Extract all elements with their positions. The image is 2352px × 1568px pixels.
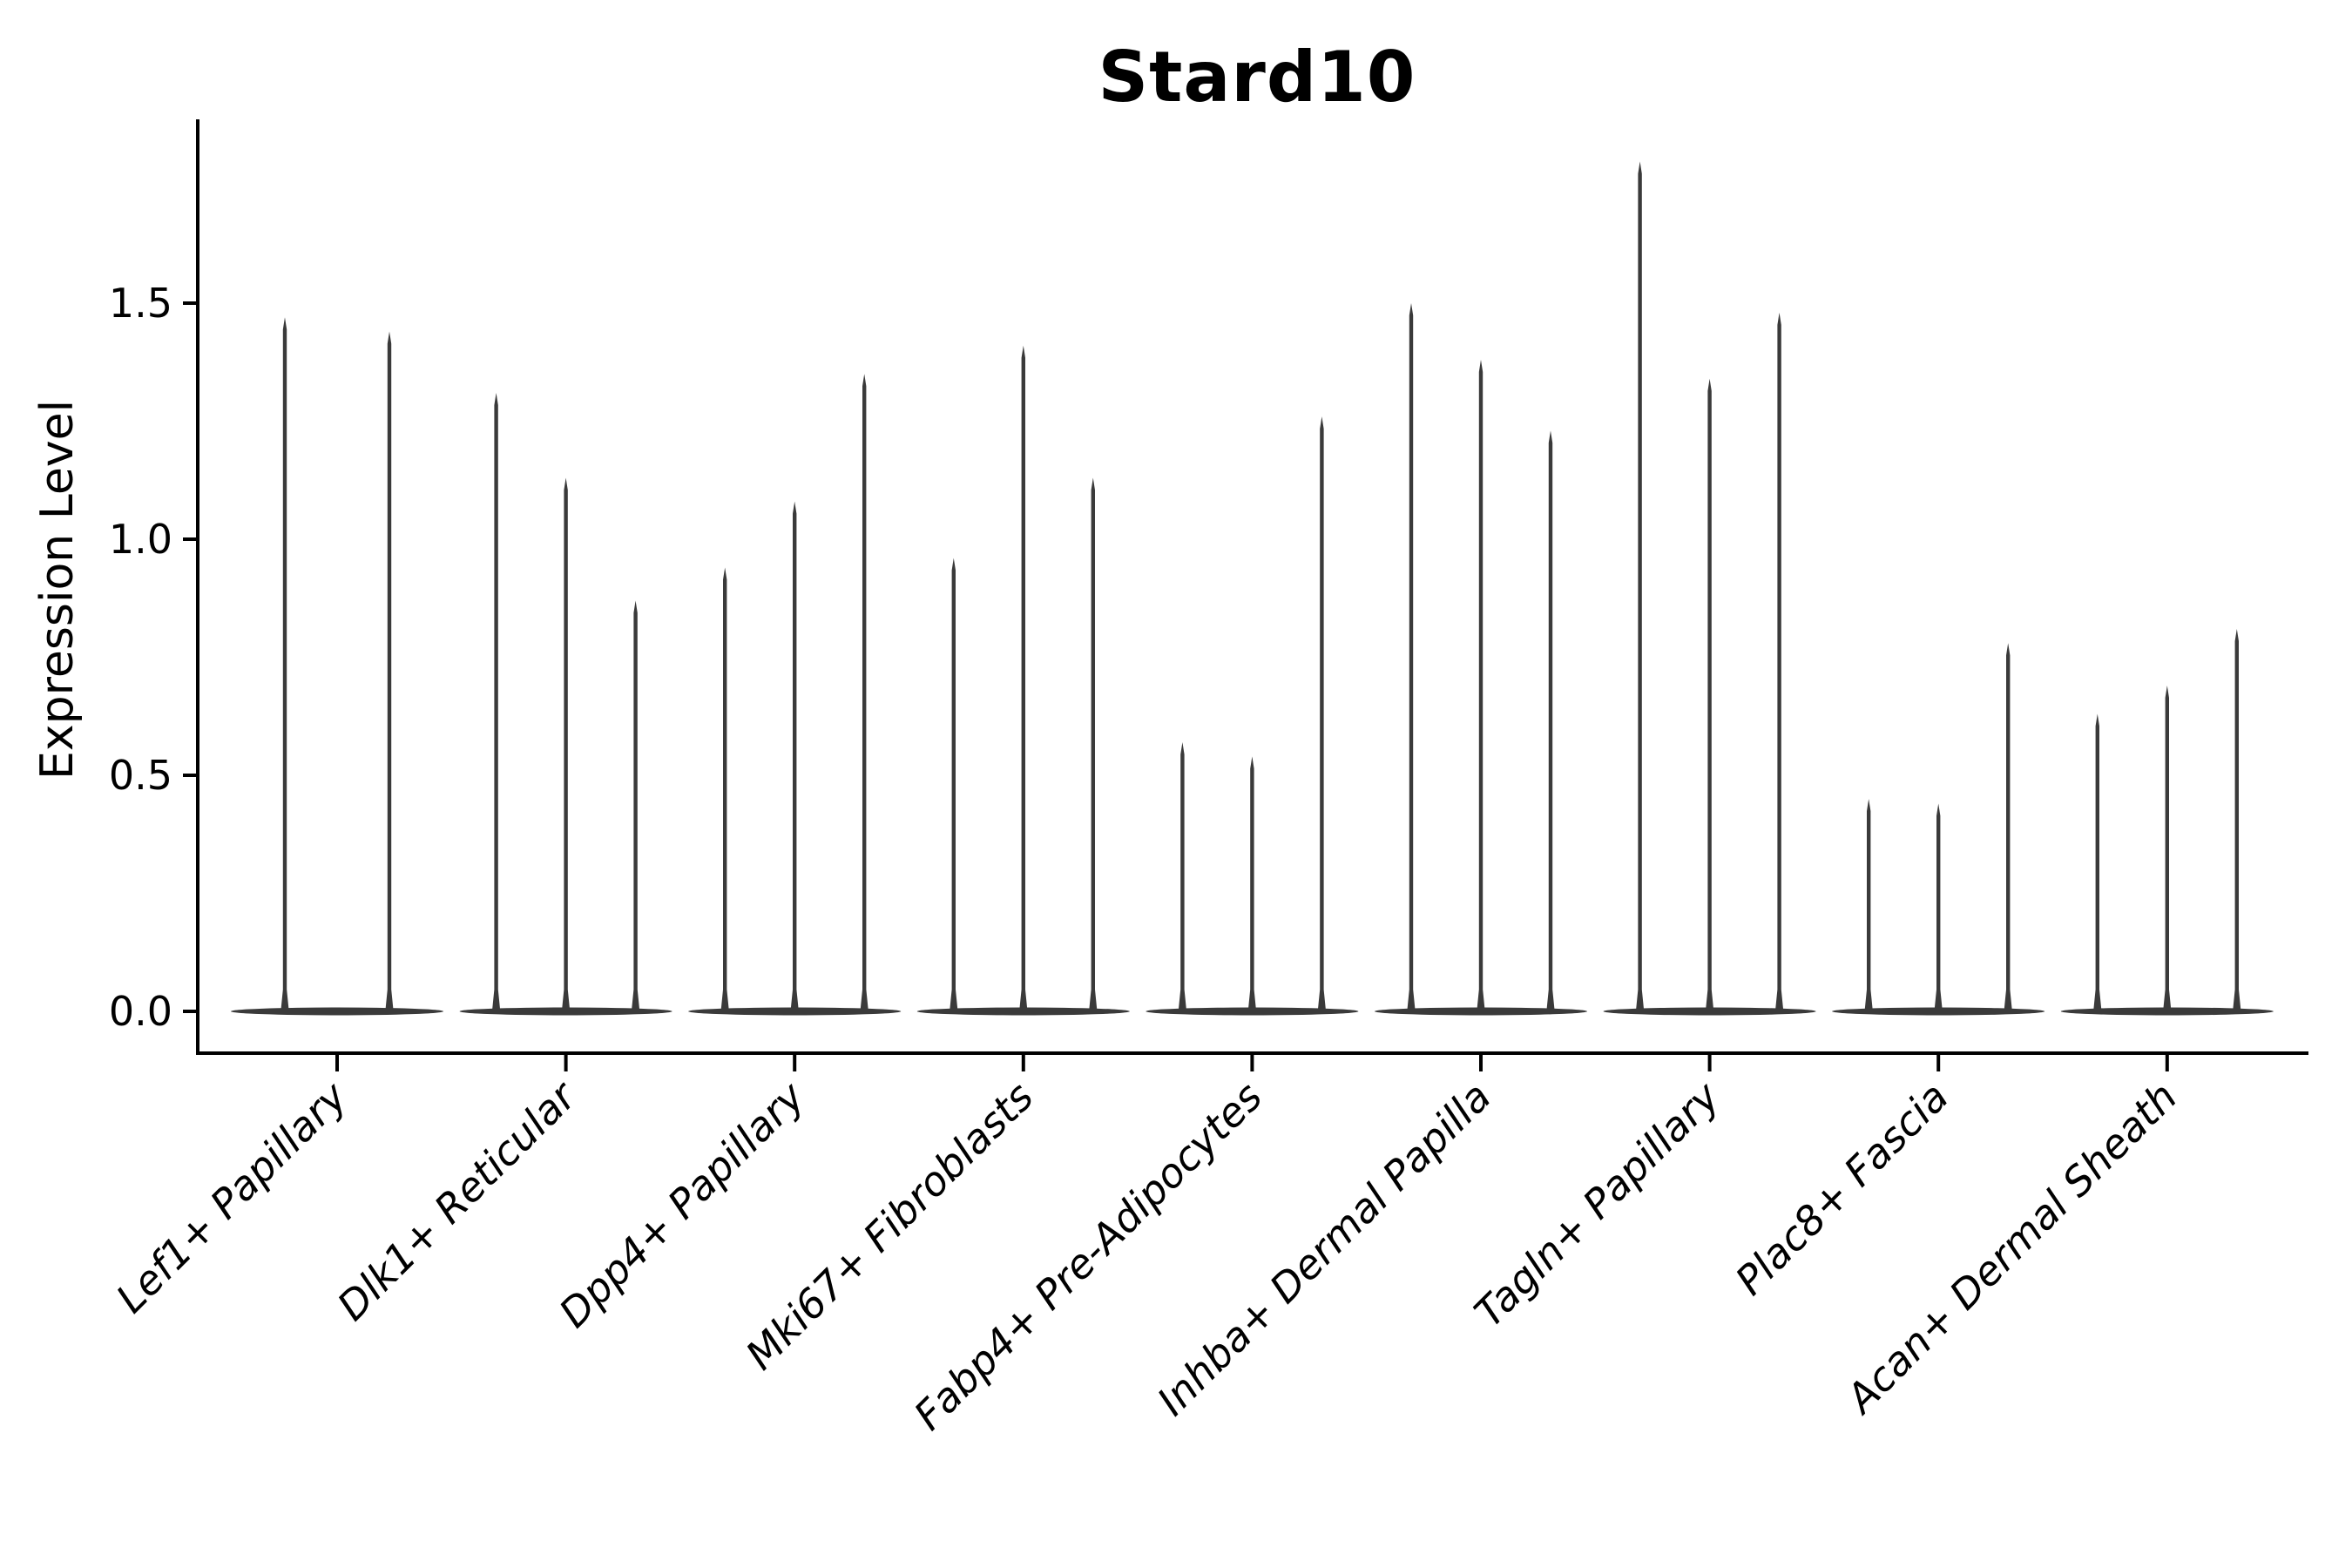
violin-spike	[1705, 378, 1714, 1015]
violin-spike	[1247, 756, 1257, 1014]
x-tick-label: Lef1+ Papillary	[107, 1072, 356, 1321]
violin-spike	[631, 600, 640, 1014]
violin-spike	[2092, 713, 2102, 1014]
violin-spike	[2232, 628, 2241, 1014]
y-tick-label: 1.0	[109, 516, 172, 563]
violin-spike	[561, 477, 571, 1014]
violin-spike	[949, 558, 958, 1014]
y-tick-label: 0.5	[109, 752, 172, 799]
violin-spike	[2004, 643, 2013, 1014]
violin-base	[231, 1007, 443, 1016]
y-tick-label: 1.5	[109, 280, 172, 327]
violin-spike	[720, 567, 730, 1014]
violin-spike	[1934, 803, 1943, 1014]
violin-spike	[1635, 161, 1645, 1014]
violin-spike	[790, 501, 800, 1014]
violin-spike	[1477, 360, 1485, 1014]
violin-spike	[1546, 430, 1555, 1015]
violin-spike	[385, 331, 394, 1014]
violin-spike	[860, 374, 869, 1014]
violin-spike	[1088, 477, 1098, 1014]
violin-spike	[2162, 686, 2172, 1014]
y-tick-label: 0.0	[109, 988, 172, 1035]
x-tick-label: Dpp4+ Papillary	[550, 1072, 814, 1336]
violin-spike	[1407, 303, 1416, 1014]
violin-spike	[1317, 416, 1327, 1015]
chart-title: Stard10	[1098, 37, 1416, 118]
x-tick-label: Plac8+ Fascia	[1727, 1073, 1957, 1304]
violin-spike	[1774, 312, 1784, 1015]
violin-spike	[1018, 345, 1028, 1014]
x-tick-label: Dlk1+ Reticular	[328, 1071, 587, 1329]
x-tick-label: Tagln+ Papillary	[1465, 1072, 1729, 1336]
violin-spike	[1864, 799, 1874, 1014]
violin-spike	[491, 392, 501, 1015]
violin-spike	[280, 317, 289, 1014]
violin-spike	[1178, 742, 1187, 1014]
